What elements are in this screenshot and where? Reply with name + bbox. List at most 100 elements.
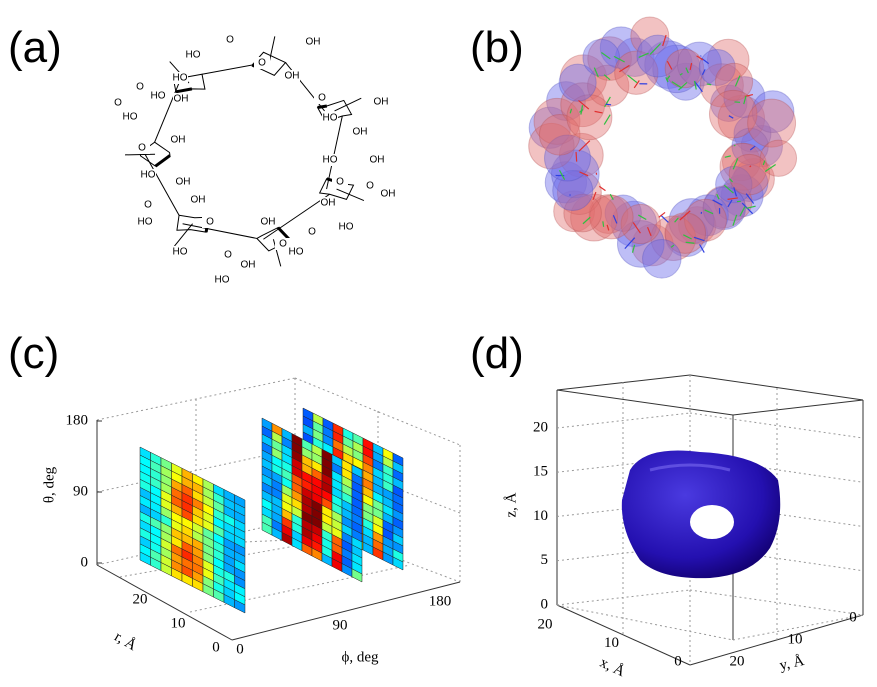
atom-sphere xyxy=(563,193,602,233)
bond-stick xyxy=(603,74,611,81)
atom-bg xyxy=(172,246,188,258)
atom-label: O xyxy=(138,143,146,154)
bond-stick xyxy=(732,214,738,226)
bond-stick xyxy=(671,81,683,89)
atom-label: OH xyxy=(241,260,256,271)
atom-bg xyxy=(222,34,238,46)
atom-sphere xyxy=(604,194,642,232)
bond-stick xyxy=(685,67,689,74)
atom-bg xyxy=(314,92,330,104)
axis-title: ϕ, deg xyxy=(341,649,379,665)
bond-stick xyxy=(619,64,630,73)
bond-stick xyxy=(743,95,747,105)
atom-sphere xyxy=(546,81,586,121)
atom-bg xyxy=(322,154,338,166)
tick-label: 20 xyxy=(533,419,548,435)
bond-stick xyxy=(638,52,649,59)
bond-stick xyxy=(704,209,714,215)
bond-stick xyxy=(728,115,734,119)
bond-stick xyxy=(603,114,611,125)
bond xyxy=(144,153,180,216)
bond-stick xyxy=(646,226,652,237)
bond-stick xyxy=(582,216,591,225)
bond-stick xyxy=(578,99,590,110)
atom-bg xyxy=(275,238,291,250)
atom-bg xyxy=(185,49,201,61)
grid-line xyxy=(732,614,864,641)
bond-stick xyxy=(580,105,584,115)
atom-sphere xyxy=(676,41,722,87)
atom-label: OH xyxy=(285,71,300,82)
heatmap-cell xyxy=(392,556,404,571)
axis-title: θ, deg xyxy=(41,466,57,503)
bond-stick xyxy=(662,34,667,47)
atom-sphere xyxy=(759,139,798,177)
tick-label: 20 xyxy=(133,591,148,607)
atom-bg xyxy=(175,176,191,188)
grid-line xyxy=(556,412,691,429)
grid-line xyxy=(96,448,296,493)
bond-stick xyxy=(605,103,612,106)
bond-stick xyxy=(729,178,734,183)
tick-label: 0 xyxy=(849,609,857,625)
bond-stick xyxy=(762,160,766,166)
atom-sphere xyxy=(616,220,665,268)
tick-label: 180 xyxy=(66,412,89,428)
atom-sphere xyxy=(731,127,769,166)
atom-label: O xyxy=(258,58,266,69)
tick-label: 10 xyxy=(171,615,186,631)
atom-label: OH xyxy=(321,198,336,209)
bond-stick xyxy=(632,222,641,234)
atom-label: O xyxy=(318,93,326,104)
atom-sphere xyxy=(721,142,761,182)
atom-sphere xyxy=(558,63,597,102)
atom-bg xyxy=(305,36,321,48)
atom-sphere xyxy=(570,193,619,242)
atom-sphere xyxy=(717,94,766,143)
bond-stick xyxy=(749,145,756,151)
atom-sphere xyxy=(652,44,701,94)
atom-bg xyxy=(172,72,188,84)
bond-stick xyxy=(558,169,566,181)
atom-bg xyxy=(132,81,148,93)
bond xyxy=(326,115,343,190)
atom-bg xyxy=(173,93,189,105)
atom-label: OH xyxy=(381,189,396,200)
bond xyxy=(125,153,156,156)
tick-label: 90 xyxy=(73,483,88,499)
atom-label: OH xyxy=(306,37,321,48)
axis-line xyxy=(231,581,461,641)
cavity xyxy=(627,107,707,183)
tick-label: 5 xyxy=(541,552,549,568)
atom-sphere xyxy=(706,38,750,82)
atom-sphere xyxy=(533,97,581,145)
atom-sphere xyxy=(556,170,602,215)
grid-line xyxy=(689,589,864,616)
atom-label: OH xyxy=(261,217,276,228)
grid-line xyxy=(689,501,864,527)
bond-stick xyxy=(602,221,605,227)
bond-stick xyxy=(578,140,591,152)
bold-bond xyxy=(154,154,171,168)
axis-line xyxy=(556,389,734,416)
atom-label: OH xyxy=(176,177,191,188)
bond-stick xyxy=(612,214,618,224)
atom-bg xyxy=(352,126,368,138)
bond-stick xyxy=(716,193,720,200)
axis-title: z, Å xyxy=(503,492,519,517)
bond-stick xyxy=(723,184,734,194)
atom-sphere xyxy=(728,153,771,196)
atom-label: HO xyxy=(141,170,156,181)
atom-bg xyxy=(332,176,348,188)
bond-stick xyxy=(575,151,578,162)
atom-label: O xyxy=(308,227,316,238)
atom-label: HO xyxy=(151,91,166,102)
atom-sphere xyxy=(644,40,693,89)
atom-label: HO xyxy=(173,73,188,84)
bond-stick xyxy=(660,214,669,223)
tick-label: 20 xyxy=(730,653,745,669)
atom-label: HO xyxy=(215,275,230,286)
tick-label: 90 xyxy=(333,617,348,633)
bond xyxy=(263,193,330,240)
atom-sphere xyxy=(714,62,754,101)
